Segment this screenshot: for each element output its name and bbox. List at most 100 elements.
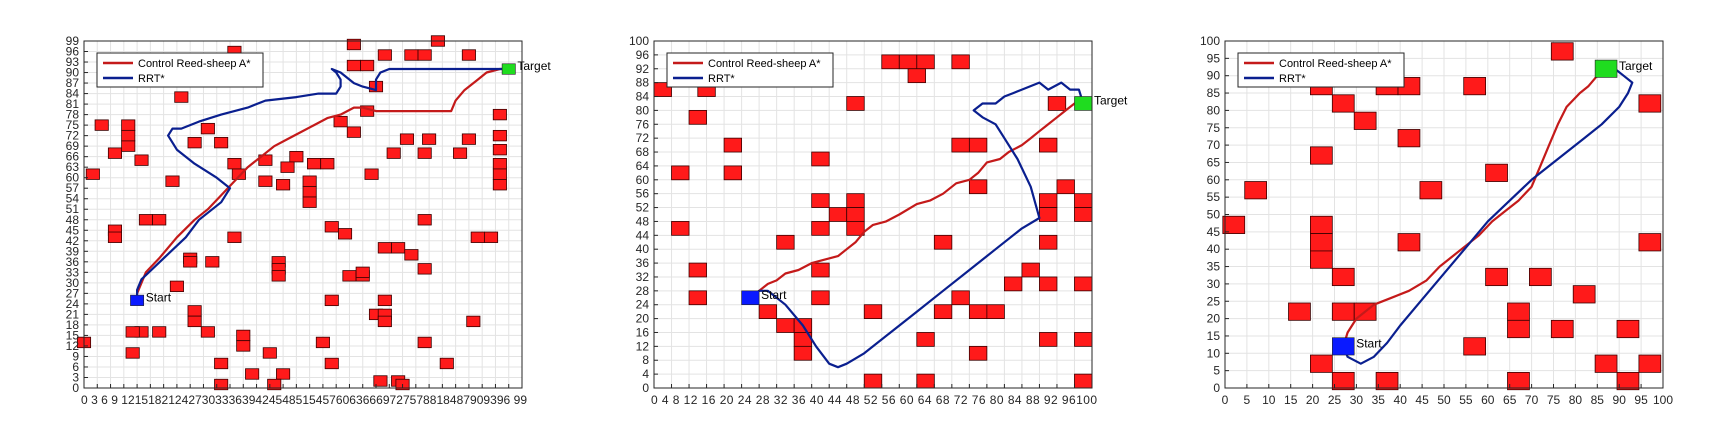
- obstacle-cell: [1310, 250, 1333, 269]
- obstacle-cell: [174, 91, 189, 103]
- obstacle-cell: [986, 304, 1005, 320]
- obstacle-cell: [236, 340, 251, 352]
- x-tick-label: 55: [1459, 393, 1473, 407]
- obstacle-cell: [1039, 207, 1058, 222]
- obstacle-cell: [302, 186, 317, 198]
- obstacle-cell: [776, 318, 795, 333]
- obstacle-cell: [417, 147, 432, 159]
- y-tick-label: 27: [66, 286, 80, 300]
- y-tick-label: 93: [66, 55, 80, 69]
- y-tick-label: 55: [1207, 190, 1221, 204]
- obstacle-cell: [107, 147, 123, 159]
- obstacle-cell: [125, 347, 140, 359]
- obstacle-cell: [346, 38, 361, 51]
- obstacle-cell: [1507, 319, 1530, 339]
- obstacle-cell: [688, 110, 707, 125]
- y-tick-label: 100: [629, 34, 649, 48]
- obstacle-cell: [289, 151, 304, 163]
- obstacle-cell: [811, 193, 830, 208]
- start-label: Start: [1356, 336, 1382, 350]
- obstacle-cell: [337, 228, 353, 240]
- obstacle-cell: [1310, 233, 1333, 252]
- obstacle-cell: [121, 129, 136, 142]
- obstacle-cell: [492, 168, 507, 180]
- y-tick-label: 80: [1207, 103, 1221, 117]
- y-tick-label: 45: [66, 223, 80, 237]
- control-reed-sheep-path: [749, 102, 1085, 299]
- legend: Control Reed-sheep A* RRT*: [1237, 52, 1405, 88]
- axes-box: [83, 40, 523, 389]
- axes-box: [653, 40, 1093, 389]
- obstacle-cell: [346, 126, 361, 138]
- obstacle-cell: [377, 294, 392, 307]
- y-tick-label: 30: [1207, 277, 1221, 291]
- obstacle-cell: [1310, 354, 1333, 373]
- obstacle-cell: [1507, 371, 1530, 391]
- obstacle-cell: [355, 266, 370, 278]
- y-tick-label: 44: [636, 228, 650, 242]
- target-label: Target: [1619, 59, 1653, 73]
- y-tick-label: 78: [66, 108, 80, 122]
- y-tick-label: 60: [66, 171, 80, 185]
- obstacle-cell: [1331, 267, 1355, 287]
- obstacle-cell: [214, 136, 229, 149]
- obstacle-cell: [342, 270, 357, 282]
- x-tick-label: 0: [1222, 393, 1229, 407]
- obstacle-cell: [439, 357, 454, 370]
- obstacle-cell: [165, 175, 180, 187]
- y-tick-label: 35: [1207, 260, 1221, 274]
- obstacle-cell: [346, 59, 361, 72]
- obstacle-cell: [776, 234, 795, 250]
- obstacle-cell: [280, 161, 295, 173]
- y-tick-label: 15: [1207, 329, 1221, 343]
- obstacle-cell: [793, 345, 813, 361]
- legend-box: [666, 52, 834, 88]
- y-tick-label: 56: [636, 187, 650, 201]
- y-tick-label: 76: [636, 117, 650, 131]
- y-tick-label: 9: [72, 349, 79, 363]
- y-tick-label: 84: [66, 87, 80, 101]
- obstacle-cell: [1039, 137, 1058, 153]
- obstacle-cell: [276, 179, 291, 191]
- obstacle-cell: [152, 214, 167, 226]
- start-marker: [1332, 337, 1355, 356]
- obstacle-cell: [1616, 371, 1640, 391]
- obstacle-cell: [898, 54, 918, 70]
- y-tick-label: 52: [636, 201, 650, 215]
- obstacle-cell: [1638, 233, 1662, 252]
- x-tick-label: 45: [1415, 393, 1429, 407]
- obstacle-cell: [121, 119, 136, 131]
- obstacle-cell: [1638, 354, 1662, 373]
- y-tick-label: 40: [636, 242, 650, 256]
- x-tick-label: 100: [1653, 393, 1673, 407]
- obstacle-cell: [688, 262, 707, 278]
- obstacle-cell: [453, 147, 468, 159]
- obstacle-cell: [200, 326, 215, 338]
- obstacle-cell: [227, 158, 242, 170]
- target-label: Target: [1094, 93, 1128, 107]
- obstacle-cell: [811, 290, 830, 306]
- obstacle-cell: [364, 168, 379, 180]
- y-tick-label: 5: [1213, 364, 1220, 378]
- start-label: Start: [146, 290, 172, 304]
- obstacle-cell: [1485, 163, 1508, 182]
- obstacle-cell: [236, 329, 251, 342]
- obstacle-cell: [1222, 215, 1246, 234]
- obstacle-cell: [1244, 181, 1268, 200]
- y-tick-label: 51: [66, 202, 80, 216]
- obstacle-cell: [422, 133, 437, 145]
- obstacle-cell: [1331, 94, 1355, 113]
- y-tick-label: 72: [636, 131, 650, 145]
- x-tick-label: 90: [1613, 393, 1627, 407]
- obstacle-cell: [417, 336, 432, 349]
- x-tick-label: 25: [1328, 393, 1342, 407]
- y-tick-label: 65: [1207, 155, 1221, 169]
- y-tick-label: 32: [636, 270, 650, 284]
- obstacle-cell: [324, 221, 339, 233]
- obstacle-cell: [1310, 215, 1333, 234]
- x-tick-label: 5: [1244, 393, 1251, 407]
- obstacle-cell: [138, 214, 153, 226]
- y-tick-label: 75: [66, 118, 80, 132]
- y-tick-label: 60: [636, 173, 650, 187]
